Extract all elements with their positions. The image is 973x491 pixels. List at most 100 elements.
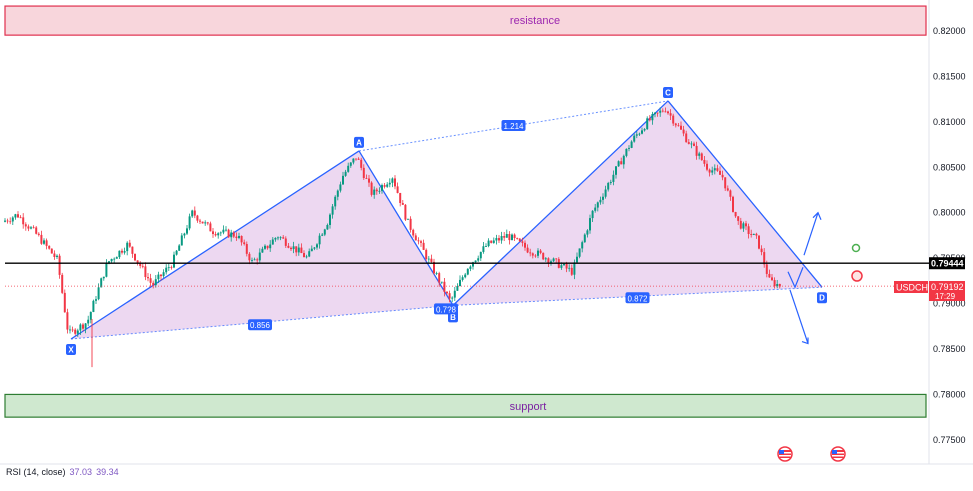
candle-body bbox=[310, 248, 313, 252]
current-price-value: 0.79192 bbox=[931, 282, 964, 292]
candle-body bbox=[126, 242, 129, 252]
candle-body bbox=[396, 186, 399, 193]
candle-body bbox=[544, 258, 547, 260]
candle-body bbox=[147, 277, 149, 279]
projection-arrows bbox=[787, 211, 822, 345]
candle-body bbox=[235, 236, 238, 239]
candle-body bbox=[500, 236, 503, 241]
candle-body bbox=[92, 300, 95, 312]
candle-body bbox=[417, 240, 420, 242]
candle-body bbox=[687, 142, 690, 144]
candle-body bbox=[594, 207, 597, 211]
ratio-label: 0.872 bbox=[627, 294, 648, 303]
candle-body bbox=[61, 274, 64, 293]
candle-body bbox=[498, 238, 500, 241]
pattern-point-badge bbox=[66, 344, 76, 356]
candle-body bbox=[690, 143, 693, 145]
us-flag-icon[interactable] bbox=[777, 446, 793, 462]
candle-body bbox=[76, 330, 79, 334]
candle-body bbox=[178, 245, 181, 251]
candle-body bbox=[513, 234, 516, 238]
candle-body bbox=[477, 258, 480, 261]
candle-body bbox=[188, 216, 191, 229]
candle-body bbox=[53, 253, 56, 257]
candle-body bbox=[274, 237, 277, 240]
candle-body bbox=[63, 292, 66, 313]
rsi-legend[interactable]: RSI (14, close) 37.03 39.34 bbox=[6, 467, 119, 477]
candle-body bbox=[469, 266, 472, 269]
candle-body bbox=[313, 247, 316, 249]
candle-body bbox=[578, 248, 581, 257]
candle-body bbox=[591, 210, 594, 219]
pattern-ratio-labels: 1.214 0.856 0.7?8 0.872 bbox=[248, 119, 650, 331]
candle-body bbox=[622, 155, 625, 165]
candle-body bbox=[248, 253, 251, 261]
candle-body bbox=[134, 253, 136, 261]
pattern-point-badge bbox=[817, 292, 827, 304]
candle-body bbox=[152, 282, 155, 286]
candle-body bbox=[219, 232, 222, 234]
candle-body bbox=[326, 224, 329, 230]
candle-body bbox=[19, 217, 22, 219]
candle-body bbox=[412, 229, 415, 236]
candle-body bbox=[669, 113, 672, 116]
pattern-point-label: D bbox=[819, 294, 825, 303]
candle-body bbox=[453, 290, 456, 298]
candle-body bbox=[287, 245, 290, 248]
candle-body bbox=[456, 286, 459, 291]
candle-body bbox=[768, 273, 771, 278]
candle-body bbox=[685, 133, 688, 143]
candle-body bbox=[290, 247, 292, 250]
candle-body bbox=[342, 175, 344, 185]
candle-body bbox=[643, 129, 646, 131]
candle-body bbox=[9, 221, 12, 223]
us-flag-icon[interactable] bbox=[830, 446, 846, 462]
candle-body bbox=[745, 223, 747, 227]
candle-body bbox=[157, 274, 160, 280]
candle-body bbox=[245, 244, 248, 254]
candle-body bbox=[531, 253, 534, 256]
candle-body bbox=[167, 267, 170, 269]
candle-body bbox=[776, 284, 779, 287]
candle-body bbox=[331, 206, 334, 215]
target-up-icon[interactable] bbox=[851, 243, 861, 253]
ratio-label: 0.856 bbox=[250, 321, 271, 330]
candle-body bbox=[173, 254, 175, 268]
candle-body bbox=[375, 189, 378, 192]
candle-body bbox=[321, 234, 324, 236]
candle-body bbox=[48, 245, 51, 249]
candle-body bbox=[466, 268, 469, 275]
candle-body bbox=[765, 264, 768, 274]
candle-body bbox=[56, 255, 58, 257]
candle-body bbox=[206, 222, 209, 224]
candle-body bbox=[420, 241, 422, 243]
price-tick-label: 0.78500 bbox=[933, 344, 966, 354]
pattern-point-label: C bbox=[665, 88, 671, 97]
candle-body bbox=[308, 251, 311, 257]
stop-loss-icon[interactable] bbox=[851, 270, 863, 282]
candle-body bbox=[433, 261, 435, 274]
candle-body bbox=[739, 220, 742, 229]
candle-body bbox=[646, 118, 649, 130]
price-axis[interactable]: 0.820000.815000.810000.805000.800000.795… bbox=[933, 26, 966, 445]
candle-body bbox=[565, 263, 568, 269]
candle-body bbox=[11, 217, 14, 222]
candle-body bbox=[6, 220, 9, 222]
candle-body bbox=[368, 178, 370, 183]
candle-body bbox=[537, 250, 539, 256]
candle-body bbox=[14, 214, 17, 218]
candle-body bbox=[79, 324, 82, 331]
price-tick-label: 0.77500 bbox=[933, 435, 966, 445]
candle-body bbox=[763, 252, 766, 265]
candle-body bbox=[303, 253, 305, 258]
candle-body bbox=[214, 234, 217, 236]
candle-body bbox=[680, 125, 682, 130]
candle-body bbox=[222, 229, 225, 233]
candle-body bbox=[440, 281, 443, 283]
candle-body bbox=[175, 250, 178, 255]
candle-body bbox=[664, 111, 667, 113]
candle-body bbox=[383, 185, 386, 187]
candle-body bbox=[747, 226, 750, 235]
candle-body bbox=[141, 265, 144, 267]
